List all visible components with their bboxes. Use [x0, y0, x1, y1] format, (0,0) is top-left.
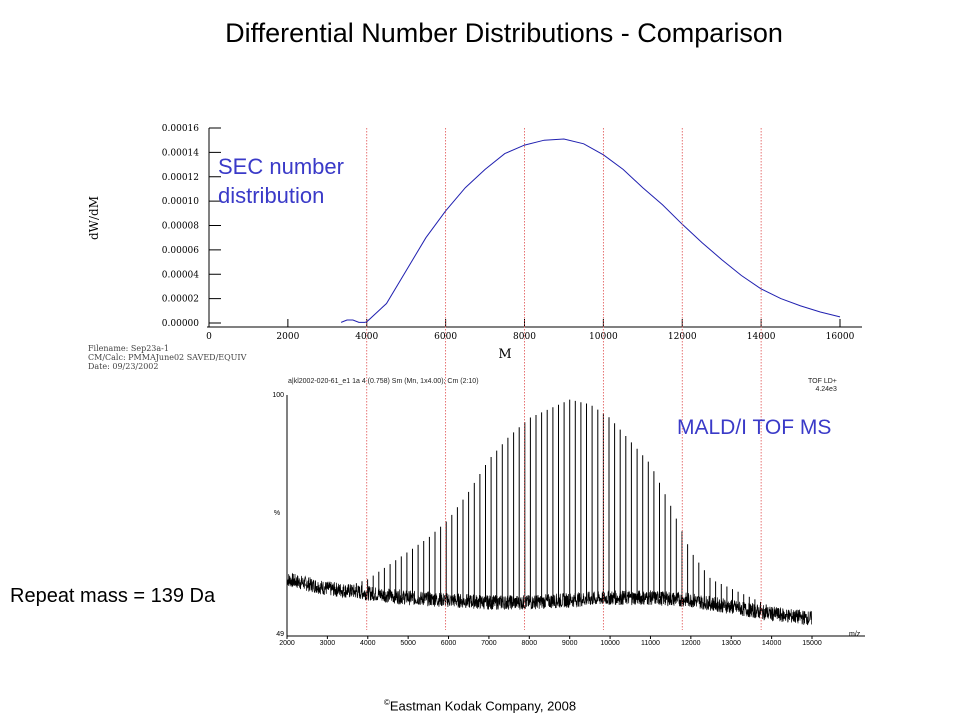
- ms-x-tick-label: 10000: [600, 640, 620, 647]
- repeat-mass-label: Repeat mass = 139 Da: [10, 585, 216, 607]
- slide-title: Differential Number Distributions - Comp…: [225, 18, 783, 48]
- sec-y-tick-label: 0.00010: [162, 197, 199, 207]
- sec-file-info: Filename: Sep23a-1 CM/Calc: PMMAJune02 S…: [88, 344, 246, 371]
- sec-x-tick-label: 10000: [589, 332, 618, 342]
- ms-header-line: 4.24e3: [815, 386, 837, 393]
- ms-x-tick-label: 3000: [320, 640, 336, 647]
- ms-x-tick-label: 2000: [279, 640, 295, 647]
- sec-y-tick-label: 0.00008: [162, 222, 199, 232]
- sec-x-tick-label: 2000: [276, 332, 299, 342]
- ms-baseline-trace: [286, 572, 813, 626]
- ms-x-tick-label: 13000: [721, 640, 741, 647]
- ms-x-tick-label: 7000: [481, 640, 497, 647]
- sec-series-line: [340, 138, 841, 323]
- ms-x-tick-label: 12000: [681, 640, 701, 647]
- sec-x-axis-label: M: [498, 347, 511, 362]
- sec-label-line: SEC number: [218, 154, 344, 179]
- ms-header-line: TOF LD+: [808, 378, 837, 385]
- copyright: ©Eastman Kodak Company, 2008: [0, 698, 960, 713]
- ms-x-tick-label: 15000: [802, 640, 822, 647]
- sec-x-tick-label: 8000: [513, 332, 536, 342]
- ms-x-tick-label: 6000: [441, 640, 457, 647]
- ms-y-tick-label: 100: [272, 392, 284, 399]
- file-info-line: CM/Calc: PMMAJune02 SAVED/EQUIV: [88, 353, 247, 362]
- ms-header-right: TOF LD+ 4.24e3: [808, 378, 837, 394]
- ms-x-tick-label: 4000: [360, 640, 376, 647]
- sec-y-tick-label: 0.00000: [162, 319, 199, 329]
- ms-x-tick-label: 9000: [562, 640, 578, 647]
- ms-x-axis-label: m/z: [849, 631, 861, 638]
- ms-y-axis-label: %: [274, 510, 280, 517]
- copyright-text: Eastman Kodak Company, 2008: [389, 698, 577, 714]
- ms-y-tick-label: 49: [276, 631, 284, 638]
- ms-header: a|kl2002-020-61_e1 1a 4 (0.758) Sm (Mn, …: [288, 378, 479, 385]
- sec-y-tick-label: 0.00002: [162, 295, 199, 305]
- reference-lines: [366, 128, 762, 630]
- file-info-line: Date: 09/23/2002: [88, 362, 159, 371]
- ms-x-tick-label: 11000: [641, 640, 660, 647]
- sec-series-label: SEC number distribution: [218, 152, 344, 210]
- sec-x-tick-label: 0: [206, 332, 212, 342]
- sec-y-tick-label: 0.00014: [162, 148, 199, 158]
- ms-x-tick-label: 8000: [522, 640, 538, 647]
- sec-y-tick-label: 0.00004: [162, 270, 199, 280]
- maldi-chart: 100 49% 2000 3000 4000 5000 6000 7000 8000 9000 10…: [272, 392, 865, 647]
- sec-x-tick-label: 16000: [826, 332, 855, 342]
- file-info-line: Filename: Sep23a-1: [88, 344, 169, 353]
- sec-chart: 0.00000 0.00002 0.00004 0.00006 0.00008 0.000…: [87, 124, 862, 362]
- sec-x-tick-label: 12000: [668, 332, 697, 342]
- sec-x-tick-label: 4000: [355, 332, 378, 342]
- sec-y-axis-label: dW/dM: [87, 196, 101, 240]
- ms-x-tick-label: 14000: [762, 640, 782, 647]
- sec-y-tick-label: 0.00006: [162, 246, 199, 256]
- sec-x-tick-label: 14000: [747, 332, 776, 342]
- sec-y-tick-label: 0.00012: [162, 173, 199, 183]
- sec-y-tick-label: 0.00016: [162, 124, 199, 134]
- ms-x-tick-label: 5000: [400, 640, 416, 647]
- sec-x-tick-label: 6000: [434, 332, 457, 342]
- sec-label-line: distribution: [218, 183, 325, 208]
- copyright-symbol: ©: [383, 698, 390, 707]
- maldi-series-label: MALD/I TOF MS: [677, 416, 832, 439]
